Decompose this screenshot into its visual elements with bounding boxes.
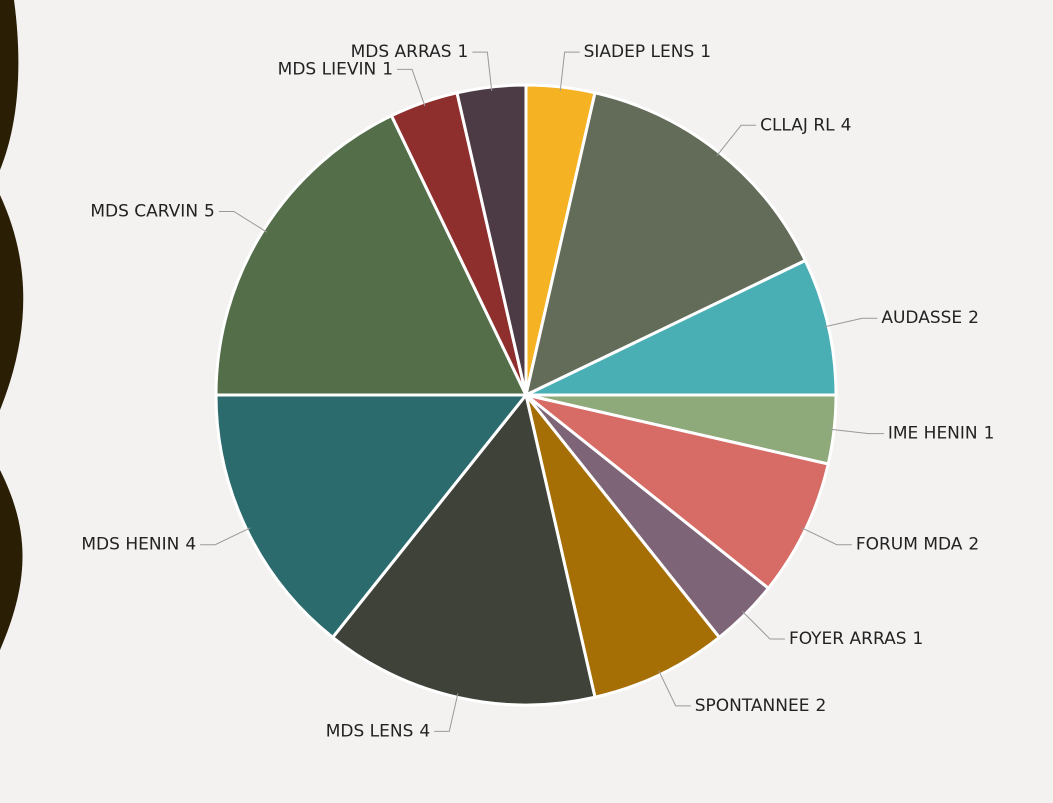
label-value: 2	[815, 696, 826, 716]
label-category: MDS HENIN	[81, 535, 179, 555]
label-value: 1	[913, 629, 924, 649]
data-label: MDS LIEVIN 1	[278, 59, 393, 79]
leader-line	[801, 527, 852, 546]
label-category: AUDASSE	[881, 308, 962, 328]
data-label: FOYER ARRAS 1	[789, 629, 923, 649]
label-value: 5	[204, 201, 215, 221]
label-value: 4	[419, 721, 430, 741]
decoration	[0, 195, 24, 410]
data-label: MDS CARVIN 5	[90, 201, 215, 221]
leader-line	[742, 611, 785, 640]
data-label: SIADEP LENS 1	[584, 42, 711, 62]
label-category: IME HENIN	[888, 424, 978, 444]
leader-line	[830, 428, 884, 435]
data-label: MDS HENIN 4	[81, 535, 196, 555]
label-value: 2	[968, 535, 979, 555]
label-category: MDS ARRAS	[351, 42, 452, 62]
data-label: MDS LENS 4	[326, 721, 431, 741]
label-value: 2	[968, 308, 979, 328]
data-label: CLLAJ RL 4	[760, 115, 851, 135]
label-category: FORUM MDA	[856, 535, 963, 555]
label-category: SPONTANNEE	[695, 696, 810, 716]
label-category: MDS CARVIN	[90, 201, 198, 221]
data-label: FORUM MDA 2	[856, 535, 979, 555]
leader-line	[434, 693, 459, 732]
label-value: 4	[841, 115, 852, 135]
leader-line	[559, 51, 580, 91]
data-label: AUDASSE 2	[881, 308, 979, 328]
label-category: MDS LENS	[326, 721, 414, 741]
label-value: 1	[382, 59, 393, 79]
label-value: 1	[984, 424, 995, 444]
decoration	[0, 470, 23, 650]
leader-line	[716, 124, 757, 157]
data-label: MDS ARRAS 1	[351, 42, 469, 62]
label-category: CLLAJ RL	[760, 115, 835, 135]
label-category: FOYER ARRAS	[789, 629, 907, 649]
label-value: 1	[700, 42, 711, 62]
label-category: SIADEP LENS	[584, 42, 695, 62]
label-value: 1	[458, 42, 469, 62]
data-label: SPONTANNEE 2	[695, 696, 827, 716]
decoration	[0, 0, 19, 170]
leader-line	[200, 527, 251, 546]
leader-line	[658, 670, 691, 707]
label-value: 4	[185, 535, 196, 555]
leader-line	[472, 51, 493, 91]
data-label: IME HENIN 1	[888, 424, 995, 444]
label-category: MDS LIEVIN	[278, 59, 377, 79]
leader-line	[218, 210, 268, 233]
leader-line	[824, 317, 878, 328]
leader-line	[397, 68, 426, 107]
